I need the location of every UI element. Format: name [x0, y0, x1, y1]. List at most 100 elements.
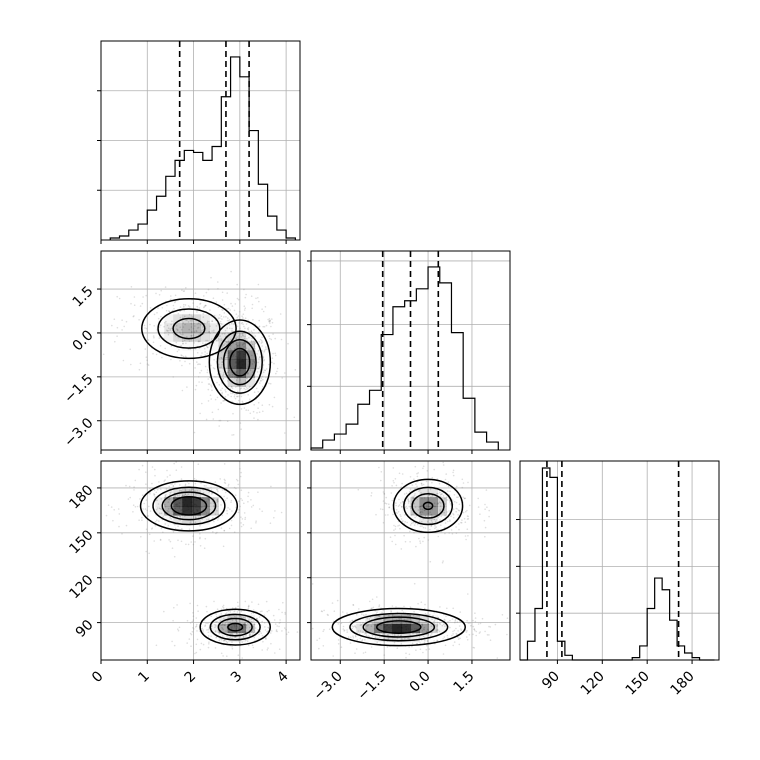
scatter-point [175, 324, 178, 327]
scatter-point [429, 518, 431, 521]
scatter-point [163, 610, 165, 613]
density-cell [245, 377, 256, 387]
scatter-point [182, 322, 185, 324]
scatter-point [183, 495, 186, 497]
scatter-point [215, 625, 217, 627]
scatter-point [214, 513, 217, 516]
density-cell [227, 341, 237, 351]
scatter-point [121, 533, 123, 535]
scatter-point [238, 345, 240, 347]
scatter-point [176, 350, 179, 353]
scatter-point [457, 638, 460, 640]
scatter-point [122, 359, 125, 362]
contour-line [157, 308, 221, 349]
scatter-point [216, 509, 218, 512]
scatter-point [208, 512, 210, 515]
scatter-point [203, 322, 206, 325]
scatter-point [433, 640, 435, 642]
scatter-point [236, 336, 239, 338]
scatter-point [496, 657, 499, 659]
scatter-point [234, 636, 237, 638]
scatter-point [202, 342, 204, 344]
density-cell [236, 350, 247, 360]
scatter-point [221, 635, 224, 637]
scatter-point [420, 601, 423, 603]
scatter-point [359, 630, 362, 632]
scatter-point [226, 612, 228, 614]
scatter-point [467, 535, 469, 537]
scatter-point [435, 518, 438, 521]
scatter-point [253, 404, 255, 406]
scatter-point [170, 327, 173, 330]
scatter-point [209, 376, 211, 379]
scatter-point [247, 373, 249, 375]
scatter-point [253, 360, 256, 363]
scatter-point [484, 508, 486, 511]
scatter-point [160, 289, 162, 292]
scatter-point [214, 481, 217, 483]
scatter-point [236, 395, 238, 398]
scatter-point [154, 474, 156, 477]
density-cell [236, 341, 247, 351]
scatter-point [199, 412, 201, 415]
density-cell [356, 623, 366, 634]
scatter-point [412, 495, 415, 498]
scatter-point [418, 520, 421, 523]
scatter-point [180, 328, 183, 331]
scatter-point [423, 509, 426, 511]
scatter-point [179, 326, 181, 329]
scatter-point [451, 532, 454, 535]
scatter-point [192, 302, 194, 304]
scatter-point [223, 618, 225, 620]
scatter-point [382, 521, 385, 524]
scatter-point [429, 511, 432, 513]
scatter-point [416, 485, 418, 488]
scatter-point [151, 466, 154, 468]
scatter-point [243, 502, 245, 505]
scatter-point [228, 527, 231, 530]
scatter-point [194, 626, 197, 628]
scatter-point [256, 371, 259, 373]
scatter-point [121, 319, 123, 322]
scatter-point [237, 315, 240, 317]
scatter-point [252, 371, 254, 373]
scatter-point [426, 633, 428, 636]
scatter-point [253, 417, 255, 419]
scatter-point [457, 630, 459, 632]
scatter-point [195, 643, 198, 646]
scatter-point [437, 629, 439, 631]
scatter-point [265, 600, 268, 603]
scatter-point [327, 614, 329, 616]
scatter-point [412, 632, 414, 635]
scatter-point [400, 486, 403, 489]
scatter-point [221, 363, 223, 366]
scatter-point [436, 492, 438, 495]
scatter-point [206, 629, 208, 631]
scatter-point [224, 329, 227, 332]
scatter-point [244, 518, 246, 520]
scatter-point [196, 490, 199, 492]
scatter-point [259, 366, 261, 368]
scatter-point [263, 349, 266, 352]
scatter-point [178, 494, 181, 496]
scatter-point [199, 537, 201, 540]
scatter-point [240, 395, 243, 398]
scatter-point [223, 372, 225, 374]
scatter-point [401, 500, 404, 503]
scatter-point [241, 400, 244, 403]
scatter-point [220, 351, 223, 353]
scatter-point [215, 620, 217, 623]
scatter-point [223, 624, 225, 626]
scatter-point [179, 306, 182, 308]
scatter-point [207, 487, 209, 490]
scatter-point [192, 316, 194, 318]
scatter-point [177, 628, 179, 630]
scatter-point [229, 636, 231, 638]
scatter-point [411, 484, 414, 486]
scatter-point [194, 388, 197, 391]
scatter-point [236, 379, 238, 382]
density-cell [410, 614, 420, 625]
scatter-point [110, 506, 113, 508]
scatter-point [243, 337, 246, 340]
scatter-point [226, 420, 229, 423]
